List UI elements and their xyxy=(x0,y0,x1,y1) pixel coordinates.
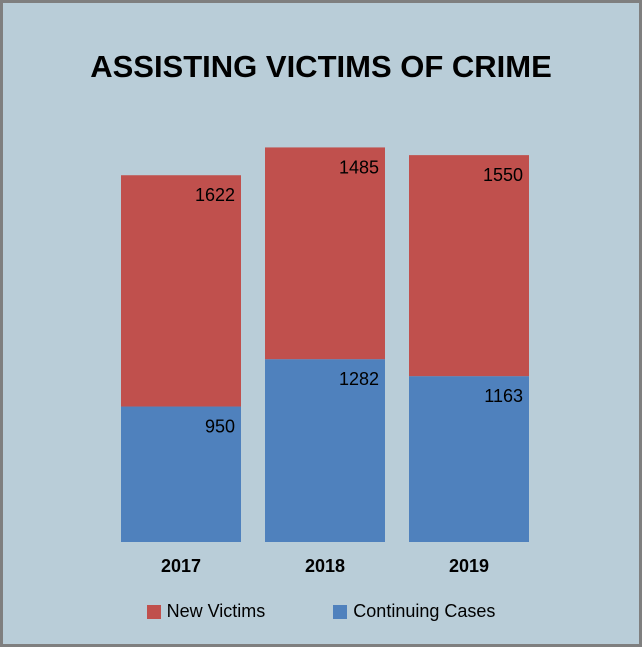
legend-label-continuing-cases: Continuing Cases xyxy=(353,601,496,621)
x-tick-label-2017: 2017 xyxy=(161,556,201,576)
legend-item-new-victims: New Victims xyxy=(146,601,266,622)
bar-new-victims-2018 xyxy=(265,147,385,360)
legend-item-continuing-cases: Continuing Cases xyxy=(333,601,495,622)
chart-plot-area: 950 1622 2017 1282 1485 2018 1163 1550 2019 xyxy=(121,147,529,576)
x-tick-label-2018: 2018 xyxy=(305,556,345,576)
legend-swatch-continuing-cases xyxy=(333,604,348,619)
data-label-continuing-cases-2019: 1163 xyxy=(484,386,523,406)
bar-continuing-cases-2017 xyxy=(121,406,241,542)
bar-new-victims-2019 xyxy=(409,155,529,377)
data-label-continuing-cases-2017: 950 xyxy=(205,417,235,437)
bar-new-victims-2017 xyxy=(121,175,241,407)
chart-title: ASSISTING VICTIMS OF CRIME xyxy=(90,49,552,84)
x-tick-label-2019: 2019 xyxy=(449,556,489,576)
data-label-new-victims-2017: 1622 xyxy=(195,185,235,205)
chart-legend: New Victims Continuing Cases xyxy=(3,601,639,622)
legend-label-new-victims: New Victims xyxy=(166,601,266,621)
legend-swatch-new-victims xyxy=(146,604,161,619)
bar-continuing-cases-2019 xyxy=(409,376,529,542)
data-label-new-victims-2019: 1550 xyxy=(483,165,523,185)
bar-continuing-cases-2018 xyxy=(265,359,385,542)
data-label-new-victims-2018: 1485 xyxy=(339,157,379,177)
data-label-continuing-cases-2018: 1282 xyxy=(339,369,379,389)
